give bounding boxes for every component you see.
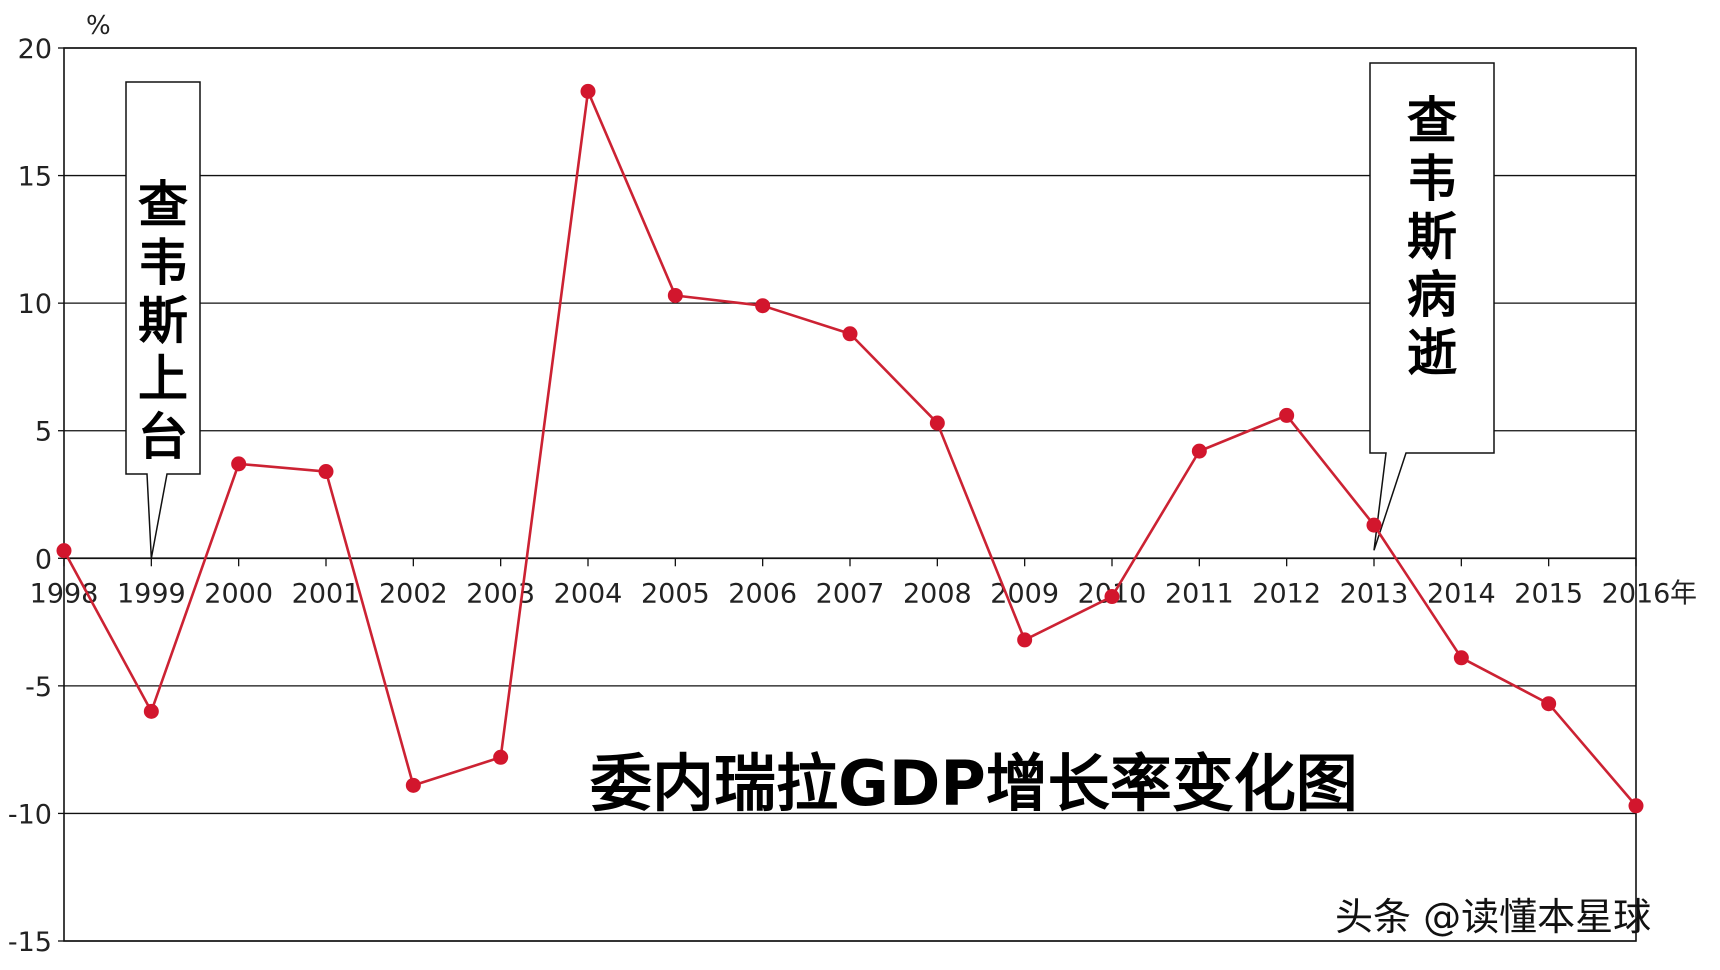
x-tick-label-2008: 2008 (903, 578, 972, 609)
data-point-2003 (493, 749, 509, 765)
x-axis-ticks: 1998 1999 2000 2001 2002 2003 2004 2005 2006 2007… (30, 558, 1697, 609)
y-tick-label: 15 (18, 162, 52, 193)
x-tick-label-2011: 2011 (1165, 578, 1234, 609)
data-point-2001 (318, 464, 334, 480)
data-point-2013 (1366, 517, 1382, 533)
data-point-2005 (667, 287, 683, 303)
data-point-1999 (143, 703, 159, 719)
data-point-2009 (1017, 632, 1033, 648)
plot-frame (63, 47, 1637, 942)
callout-bubble (125, 81, 201, 559)
annotation-callout-1: 查韦斯上台 (125, 81, 201, 559)
y-tick-label: 10 (18, 289, 52, 320)
x-tick-label-1999: 1999 (117, 578, 186, 609)
data-point-2008 (929, 415, 945, 431)
data-point-2010 (1104, 589, 1120, 605)
x-tick-label-2002: 2002 (379, 578, 448, 609)
data-point-2007 (842, 326, 858, 342)
x-tick-label-2013: 2013 (1340, 578, 1409, 609)
data-point-2000 (231, 456, 247, 472)
chart-title: 委内瑞拉GDP增长率变化图 (590, 747, 1358, 820)
x-tick-label-2014: 2014 (1427, 578, 1496, 609)
x-tick-label-2007: 2007 (816, 578, 885, 609)
x-tick-label-2006: 2006 (728, 578, 797, 609)
callout-text: 查韦斯上台 (138, 176, 188, 466)
y-tick-label: -10 (8, 799, 52, 830)
x-tick-label-2012: 2012 (1252, 578, 1321, 609)
data-point-2012 (1279, 407, 1295, 423)
plot-border (63, 47, 1637, 942)
data-point-2015 (1541, 696, 1557, 712)
data-point-2002 (405, 777, 421, 793)
data-point-2006 (755, 298, 771, 314)
data-point-2011 (1191, 443, 1207, 459)
watermark-text: 头条 @读懂本星球 (1335, 895, 1651, 939)
data-point-2004 (580, 83, 596, 99)
x-tick-label-2016: 2016 (1602, 578, 1671, 609)
x-tick-label-2005: 2005 (641, 578, 710, 609)
y-tick-label: 20 (18, 34, 52, 65)
series-gdp-growth (56, 83, 1644, 814)
y-axis-ticks: 20 15 10 5 0 -5 -10 -15 (8, 34, 64, 958)
x-tick-label-2001: 2001 (292, 578, 361, 609)
annotations: 查韦斯上台 查韦斯病逝 (125, 62, 1495, 559)
x-tick-label-2015: 2015 (1514, 578, 1583, 609)
data-point-1998 (56, 543, 72, 559)
y-tick-label: 5 (35, 417, 52, 448)
annotation-callout-2: 查韦斯病逝 (1369, 62, 1495, 551)
data-point-2014 (1453, 650, 1469, 666)
y-tick-label: 0 (35, 544, 52, 575)
data-point-2016 (1628, 798, 1644, 814)
x-tick-label-2004: 2004 (554, 578, 623, 609)
callout-bubble (1369, 62, 1495, 551)
y-axis-unit-label: % (86, 11, 111, 41)
x-tick-label-2000: 2000 (204, 578, 273, 609)
y-tick-label: -15 (8, 927, 52, 958)
y-tick-label: -5 (25, 672, 52, 703)
callout-text: 查韦斯病逝 (1407, 92, 1457, 382)
x-axis-unit-label: 年 (1670, 578, 1697, 609)
